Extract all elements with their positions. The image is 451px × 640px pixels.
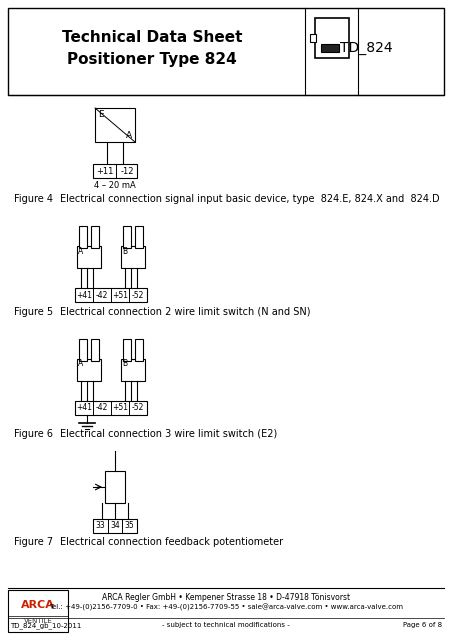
Text: B: B — [122, 246, 127, 255]
Text: -42: -42 — [96, 403, 108, 413]
Text: TD_824_gb_10-2011: TD_824_gb_10-2011 — [10, 622, 81, 628]
Bar — [121, 359, 145, 381]
Bar — [309, 34, 315, 42]
Bar — [135, 339, 143, 361]
Bar — [75, 401, 147, 415]
Text: 33: 33 — [95, 522, 105, 531]
Text: +51: +51 — [112, 291, 128, 300]
Text: Electrical connection 3 wire limit switch (E2): Electrical connection 3 wire limit switc… — [60, 429, 276, 439]
Bar — [121, 246, 145, 268]
Text: E: E — [98, 110, 103, 119]
Text: 4 – 20 mA: 4 – 20 mA — [94, 181, 136, 190]
Bar — [123, 339, 131, 361]
Text: -12: -12 — [120, 166, 133, 175]
Text: A: A — [78, 246, 83, 255]
Text: +11: +11 — [96, 166, 114, 175]
Text: Page 6 of 8: Page 6 of 8 — [402, 622, 441, 628]
Bar — [79, 226, 87, 248]
Bar — [79, 339, 87, 361]
Bar — [77, 246, 101, 268]
Text: Figure 5: Figure 5 — [14, 307, 53, 317]
Bar — [320, 44, 338, 52]
Bar — [93, 164, 137, 178]
Text: 35: 35 — [124, 522, 134, 531]
Text: -52: -52 — [132, 403, 144, 413]
Text: ARCA Regler GmbH • Kempener Strasse 18 • D-47918 Tönisvorst: ARCA Regler GmbH • Kempener Strasse 18 •… — [102, 593, 349, 602]
Bar — [95, 108, 135, 142]
Text: Electrical connection feedback potentiometer: Electrical connection feedback potentiom… — [60, 537, 282, 547]
Text: ARCA: ARCA — [21, 600, 55, 610]
Text: -42: -42 — [96, 291, 108, 300]
Bar — [91, 226, 99, 248]
Text: +51: +51 — [112, 403, 128, 413]
Text: VENTILE: VENTILE — [23, 618, 52, 624]
Text: Figure 4: Figure 4 — [14, 194, 53, 204]
Text: Figure 7: Figure 7 — [14, 537, 53, 547]
Text: Tel.: +49-(0)2156-7709-0 • Fax: +49-(0)2156-7709-55 • sale@arca-valve.com • www.: Tel.: +49-(0)2156-7709-0 • Fax: +49-(0)2… — [49, 604, 402, 611]
Text: Electrical connection 2 wire limit switch (N and SN): Electrical connection 2 wire limit switc… — [60, 307, 310, 317]
Bar — [93, 519, 137, 533]
Text: Positioner Type 824: Positioner Type 824 — [67, 52, 236, 67]
Text: +41: +41 — [76, 291, 92, 300]
Text: 34: 34 — [110, 522, 120, 531]
Text: -52: -52 — [132, 291, 144, 300]
Bar — [91, 339, 99, 361]
Text: B: B — [122, 360, 127, 369]
Text: A: A — [78, 360, 83, 369]
Bar — [105, 471, 125, 503]
Bar — [8, 590, 68, 632]
Bar — [314, 18, 348, 58]
Bar — [75, 288, 147, 302]
Text: A: A — [125, 131, 132, 140]
Text: Electrical connection signal input basic device, type  824.E, 824.X and  824.D: Electrical connection signal input basic… — [60, 194, 439, 204]
Text: Technical Data Sheet: Technical Data Sheet — [62, 30, 242, 45]
Bar — [135, 226, 143, 248]
Bar — [123, 226, 131, 248]
Text: Figure 6: Figure 6 — [14, 429, 53, 439]
Text: +41: +41 — [76, 403, 92, 413]
Text: - subject to technical modifications -: - subject to technical modifications - — [162, 622, 289, 628]
Bar — [77, 359, 101, 381]
Bar — [8, 8, 443, 95]
Text: TD_824: TD_824 — [339, 41, 391, 55]
